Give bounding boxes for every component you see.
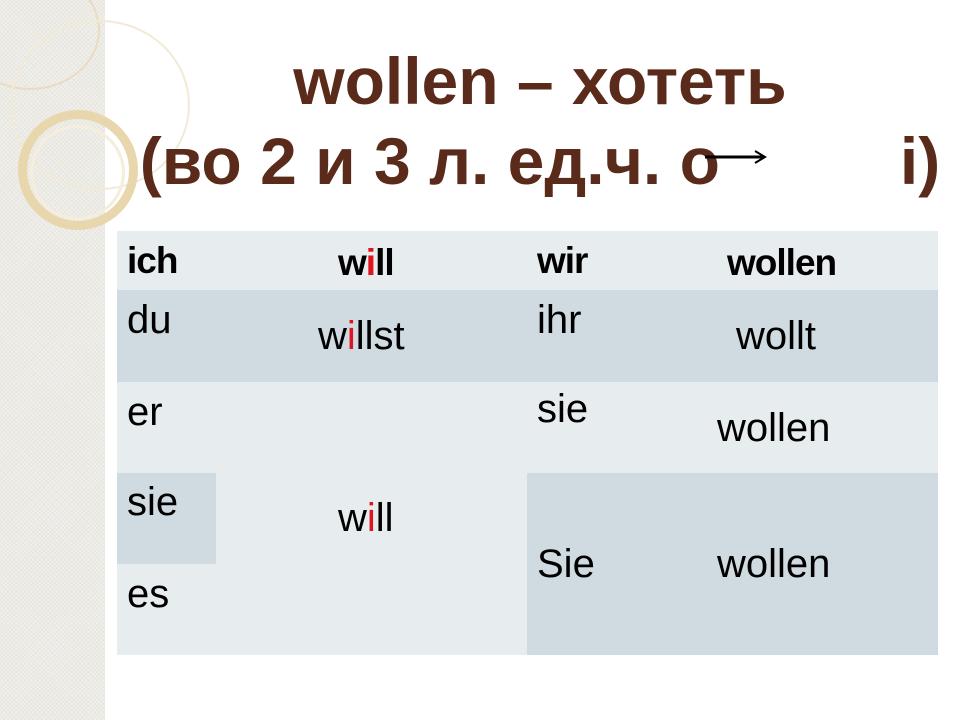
table-cell-highlight <box>527 473 938 655</box>
table-row-header <box>117 231 938 290</box>
slide-title-line1: wollen – хотеть <box>293 44 787 118</box>
verb-part: ll <box>375 496 394 540</box>
pronoun-sie-formal: Sie <box>537 542 595 586</box>
vowel-highlight: i <box>366 496 376 540</box>
pronoun-du: du <box>127 298 172 342</box>
verb-part: llst <box>355 314 405 358</box>
decorative-ring <box>18 110 138 230</box>
pronoun-ihr: ihr <box>537 298 582 342</box>
pronoun-sie: sie <box>127 480 179 524</box>
verb-part: w <box>318 314 347 358</box>
right-arrow-icon <box>705 150 767 164</box>
verb-wollen-header: wollen <box>727 242 837 283</box>
pronoun-er: er <box>127 390 163 434</box>
verb-willst: willst <box>318 314 405 359</box>
verb-wollen-formal: wollen <box>717 542 831 586</box>
decorative-sidebar <box>0 0 190 720</box>
pronoun-wir: wir <box>537 240 588 281</box>
pronoun-sie-plural: sie <box>537 387 589 431</box>
table-row <box>117 290 938 382</box>
vowel-highlight: i <box>365 242 376 283</box>
verb-will: will <box>338 496 394 541</box>
pronoun-ich: ich <box>127 240 178 281</box>
verb-will-header: will <box>338 242 395 284</box>
table-cell-highlight <box>117 473 216 564</box>
verb-wollt: wollt <box>736 314 817 358</box>
title-rule-text: (во 2 и 3 л. ед.ч. о <box>139 124 720 198</box>
title-rule-suffix: i) <box>899 124 941 198</box>
pronoun-es: es <box>127 572 170 616</box>
verb-part: w <box>338 242 367 283</box>
verb-part: ll <box>375 242 395 283</box>
verb-part: w <box>338 496 367 540</box>
verb-wollen-plural: wollen <box>717 406 831 450</box>
vowel-highlight: i <box>346 314 356 358</box>
slide-title-line2: (во 2 и 3 л. ед.ч. о i) <box>120 128 960 194</box>
decorative-ring <box>30 125 125 220</box>
